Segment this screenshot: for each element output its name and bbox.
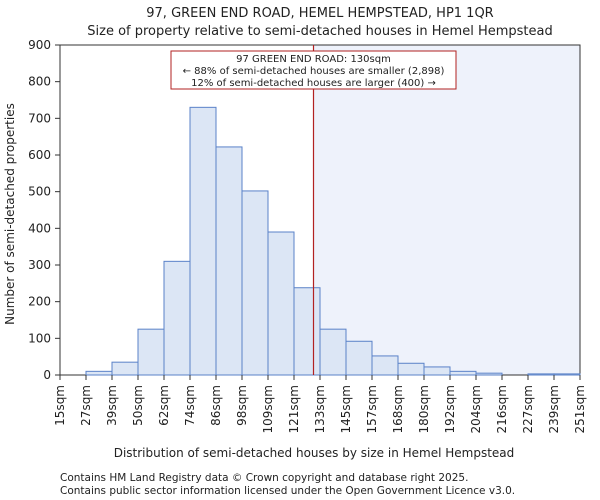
- bar: [163, 260, 191, 376]
- bar: [527, 373, 555, 376]
- x-tick-label: 86sqm: [209, 385, 223, 426]
- x-tick-label: 74sqm: [183, 385, 197, 426]
- bar: [319, 328, 347, 376]
- x-tick-label: 204sqm: [469, 385, 483, 433]
- y-tick-label: 600: [28, 148, 51, 162]
- x-tick-label: 109sqm: [261, 385, 275, 433]
- y-tick-label: 0: [43, 368, 51, 382]
- x-tick-label: 50sqm: [131, 385, 145, 426]
- footer-line-1: Contains HM Land Registry data © Crown c…: [60, 472, 468, 484]
- x-tick-label: 27sqm: [79, 385, 93, 426]
- y-tick-label: 500: [28, 185, 51, 199]
- x-tick-label: 239sqm: [547, 385, 561, 433]
- bar: [423, 366, 451, 376]
- x-tick-label: 121sqm: [287, 385, 301, 433]
- footer-line-2: Contains public sector information licen…: [60, 485, 515, 497]
- y-axis-label: Number of semi-detached properties: [3, 103, 17, 325]
- bar: [189, 106, 217, 376]
- bar: [449, 370, 477, 376]
- annotation-title: 97 GREEN END ROAD: 130sqm: [236, 54, 391, 65]
- x-tick-label: 157sqm: [365, 385, 379, 433]
- y-tick-label: 800: [28, 75, 51, 89]
- bar: [137, 328, 165, 376]
- bar: [241, 190, 269, 376]
- y-tick-label: 200: [28, 295, 51, 309]
- bar: [111, 361, 139, 376]
- x-tick-label: 145sqm: [339, 385, 353, 433]
- bar: [293, 287, 321, 376]
- larger-region-shade: [313, 45, 580, 375]
- x-axis-label: Distribution of semi-detached houses by …: [114, 446, 515, 460]
- x-tick-label: 192sqm: [443, 385, 457, 433]
- y-tick-label: 700: [28, 111, 51, 125]
- bar: [397, 362, 425, 376]
- x-tick-label: 180sqm: [417, 385, 431, 433]
- bar: [215, 146, 243, 376]
- x-tick-label: 62sqm: [157, 385, 171, 426]
- plot-area: 0 100 200 300 400 500 600 700 800 900 15sqm 27sqm 39…: [28, 38, 587, 433]
- bar: [371, 355, 399, 376]
- x-tick-label: 251sqm: [573, 385, 587, 433]
- x-tick-label: 98sqm: [235, 385, 249, 426]
- x-tick-label: 15sqm: [53, 385, 67, 426]
- x-tick-label: 133sqm: [313, 385, 327, 433]
- x-tick-label: 216sqm: [495, 385, 509, 433]
- y-tick-label: 300: [28, 258, 51, 272]
- annotation-smaller: ← 88% of semi-detached houses are smalle…: [183, 66, 445, 77]
- y-tick-label: 400: [28, 221, 51, 235]
- bar: [475, 372, 503, 376]
- x-tick-label: 168sqm: [391, 385, 405, 433]
- chart-subtitle: Size of property relative to semi-detach…: [87, 24, 552, 39]
- x-tick-label: 39sqm: [105, 385, 119, 426]
- y-tick-label: 100: [28, 331, 51, 345]
- bar: [85, 370, 113, 376]
- bar: [267, 231, 295, 376]
- annotation-box: [170, 50, 457, 90]
- chart-title: 97, GREEN END ROAD, HEMEL HEMPSTEAD, HP1…: [146, 6, 493, 21]
- x-tick-label: 227sqm: [521, 385, 535, 433]
- bar: [345, 340, 373, 376]
- annotation-larger: 12% of semi-detached houses are larger (…: [191, 78, 436, 89]
- y-tick-label: 900: [28, 38, 51, 52]
- bar: [553, 373, 581, 376]
